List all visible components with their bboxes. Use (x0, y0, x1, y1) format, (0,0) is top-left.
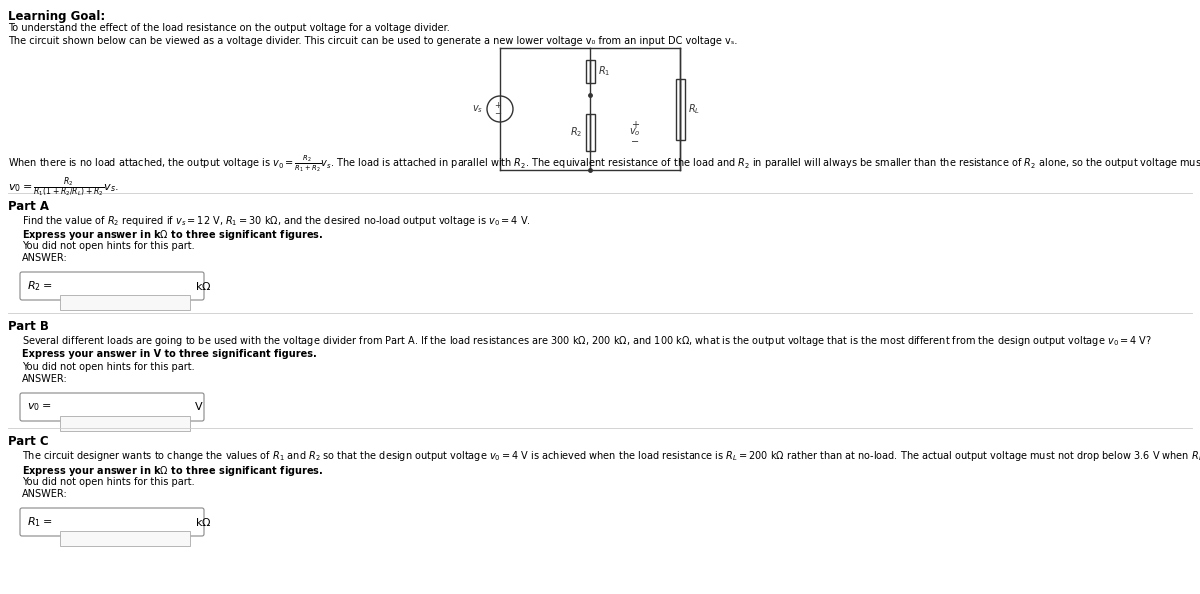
Text: Express your answer in k$\Omega$ to three significant figures.: Express your answer in k$\Omega$ to thre… (22, 464, 323, 478)
FancyBboxPatch shape (20, 272, 204, 300)
Text: Learning Goal:: Learning Goal: (8, 10, 106, 23)
Text: $R_1$: $R_1$ (598, 65, 610, 78)
Text: $R_2$: $R_2$ (570, 125, 582, 140)
Bar (60, 416, 190, 431)
Bar (676, 78, 684, 140)
Text: Part A: Part A (8, 200, 49, 213)
Text: The circuit shown below can be viewed as a voltage divider. This circuit can be : The circuit shown below can be viewed as… (8, 36, 737, 46)
Text: $v_s$: $v_s$ (472, 103, 482, 115)
Text: Several different loads are going to be used with the voltage divider from Part : Several different loads are going to be … (22, 334, 1152, 348)
Text: To understand the effect of the load resistance on the output voltage for a volt: To understand the effect of the load res… (8, 23, 450, 33)
Text: +: + (631, 119, 640, 129)
Bar (60, 295, 190, 310)
Text: −: − (494, 109, 502, 118)
Text: The circuit designer wants to change the values of $R_1$ and $R_2$ so that the d: The circuit designer wants to change the… (22, 449, 1200, 463)
Text: $v_o$: $v_o$ (629, 127, 641, 138)
Text: $R_1 = $: $R_1 = $ (28, 515, 53, 529)
Text: −: − (631, 137, 640, 147)
FancyBboxPatch shape (20, 393, 204, 421)
Text: $v_0 = $: $v_0 = $ (28, 401, 52, 413)
Text: ANSWER:: ANSWER: (22, 374, 67, 384)
Text: You did not open hints for this part.: You did not open hints for this part. (22, 477, 194, 487)
Text: k$\Omega$: k$\Omega$ (194, 280, 211, 292)
Text: Part C: Part C (8, 435, 49, 448)
FancyBboxPatch shape (20, 508, 204, 536)
Text: You did not open hints for this part.: You did not open hints for this part. (22, 241, 194, 251)
Text: ANSWER:: ANSWER: (22, 253, 67, 263)
Bar (586, 60, 594, 83)
Text: When there is no load attached, the output voltage is $v_0 = \frac{R_2}{R_1+R_2}: When there is no load attached, the outp… (8, 153, 1200, 174)
Bar (60, 531, 190, 546)
Text: Part B: Part B (8, 320, 49, 333)
Text: Express your answer in k$\Omega$ to three significant figures.: Express your answer in k$\Omega$ to thre… (22, 228, 323, 242)
Text: V: V (194, 402, 203, 412)
Text: $R_2 = $: $R_2 = $ (28, 279, 53, 293)
Text: +: + (494, 100, 502, 109)
Text: ANSWER:: ANSWER: (22, 489, 67, 499)
Text: Express your answer in V to three significant figures.: Express your answer in V to three signif… (22, 349, 317, 359)
Text: You did not open hints for this part.: You did not open hints for this part. (22, 362, 194, 372)
Bar (586, 113, 594, 151)
Text: $v_0 = \frac{R_2}{R_1(1+R_2/R_L)+R_2}v_s.$: $v_0 = \frac{R_2}{R_1(1+R_2/R_L)+R_2}v_s… (8, 175, 119, 199)
Text: $R_L$: $R_L$ (688, 102, 700, 116)
Text: Find the value of $R_2$ required if $v_s = 12$ V, $R_1 = 30$ k$\Omega$, and the : Find the value of $R_2$ required if $v_s… (22, 214, 530, 228)
Text: k$\Omega$: k$\Omega$ (194, 516, 211, 528)
